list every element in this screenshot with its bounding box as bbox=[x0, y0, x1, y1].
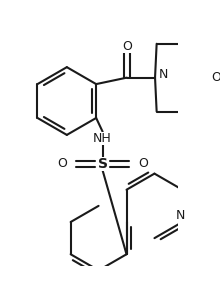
Text: N: N bbox=[176, 209, 185, 222]
Text: O: O bbox=[57, 157, 67, 171]
Text: O: O bbox=[122, 41, 132, 54]
Text: S: S bbox=[98, 157, 108, 171]
Text: NH: NH bbox=[93, 132, 112, 145]
Text: N: N bbox=[159, 68, 169, 81]
Text: O: O bbox=[138, 157, 148, 171]
Text: O: O bbox=[211, 71, 220, 84]
